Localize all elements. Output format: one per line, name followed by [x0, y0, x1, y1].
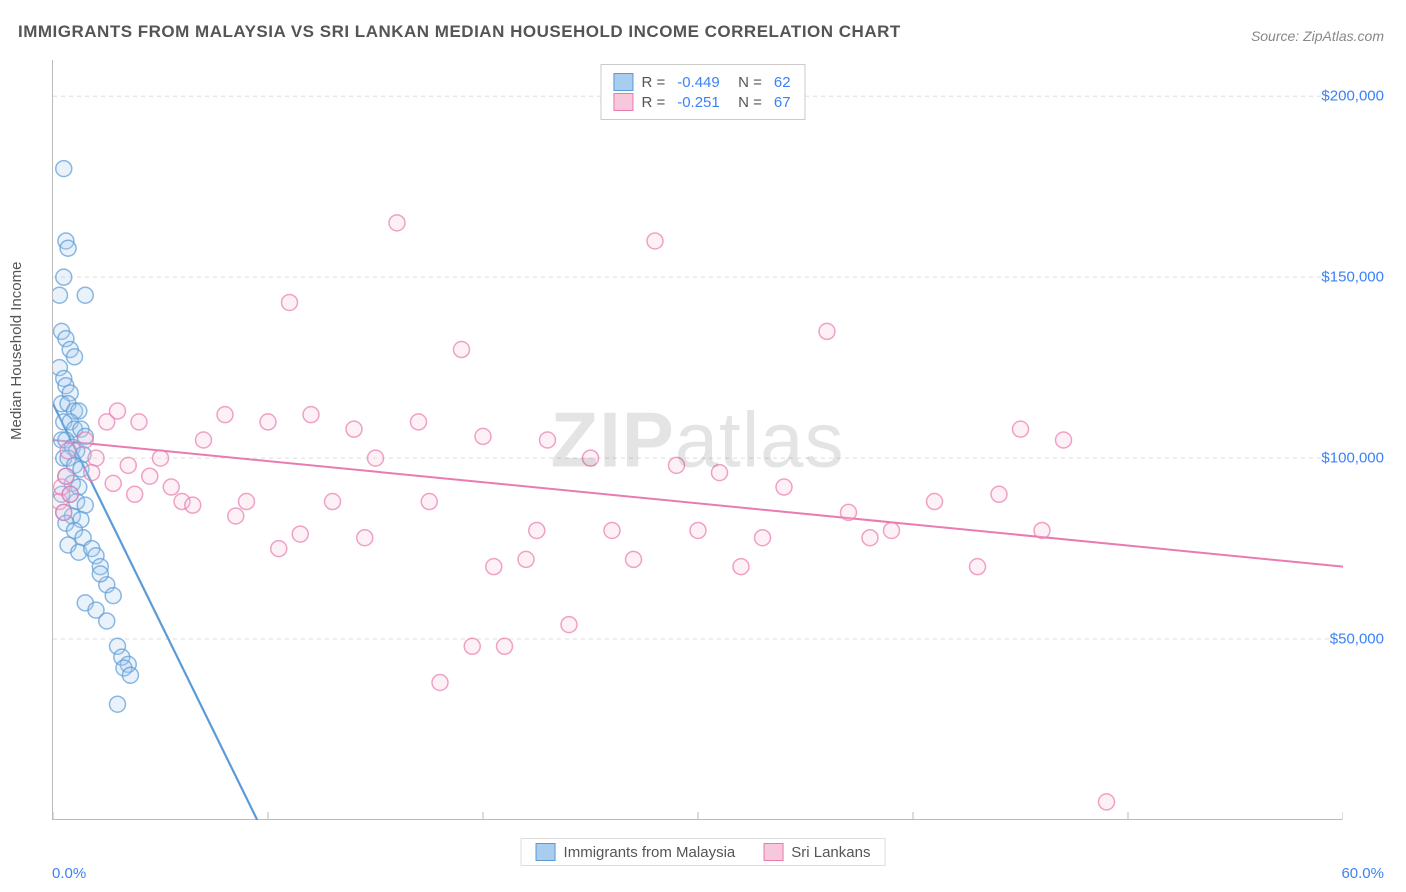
r-value-1: -0.449	[677, 74, 720, 91]
y-tick-label: $100,000	[1321, 450, 1384, 467]
r-label: R =	[641, 94, 665, 111]
chart-title: IMMIGRANTS FROM MALAYSIA VS SRI LANKAN M…	[18, 22, 901, 42]
series-legend: Immigrants from Malaysia Sri Lankans	[521, 838, 886, 866]
swatch-series-1	[613, 73, 633, 91]
plot-area: ZIPatlas	[52, 60, 1342, 820]
chart-container: IMMIGRANTS FROM MALAYSIA VS SRI LANKAN M…	[0, 0, 1406, 892]
n-value-1: 62	[774, 74, 791, 91]
x-tick-label: 60.0%	[1341, 865, 1384, 882]
correlation-legend: R = -0.449 N = 62 R = -0.251 N = 67	[600, 64, 805, 120]
n-value-2: 67	[774, 94, 791, 111]
legend-label-2: Sri Lankans	[791, 844, 870, 861]
swatch-series-2	[763, 843, 783, 861]
swatch-series-2	[613, 93, 633, 111]
legend-item-2: Sri Lankans	[763, 843, 870, 861]
source-attribution: Source: ZipAtlas.com	[1251, 28, 1384, 44]
legend-row-series-1: R = -0.449 N = 62	[613, 73, 792, 91]
swatch-series-1	[536, 843, 556, 861]
y-tick-label: $150,000	[1321, 269, 1384, 286]
x-tick-label: 0.0%	[52, 865, 86, 882]
n-label: N =	[730, 74, 762, 91]
y-tick-label: $200,000	[1321, 88, 1384, 105]
r-value-2: -0.251	[677, 94, 720, 111]
y-axis-label: Median Household Income	[8, 262, 25, 440]
scatter-chart	[53, 60, 1343, 820]
n-label: N =	[730, 94, 762, 111]
legend-label-1: Immigrants from Malaysia	[564, 844, 736, 861]
legend-row-series-2: R = -0.251 N = 67	[613, 93, 792, 111]
r-label: R =	[641, 74, 665, 91]
legend-item-1: Immigrants from Malaysia	[536, 843, 736, 861]
y-tick-label: $50,000	[1330, 631, 1384, 648]
